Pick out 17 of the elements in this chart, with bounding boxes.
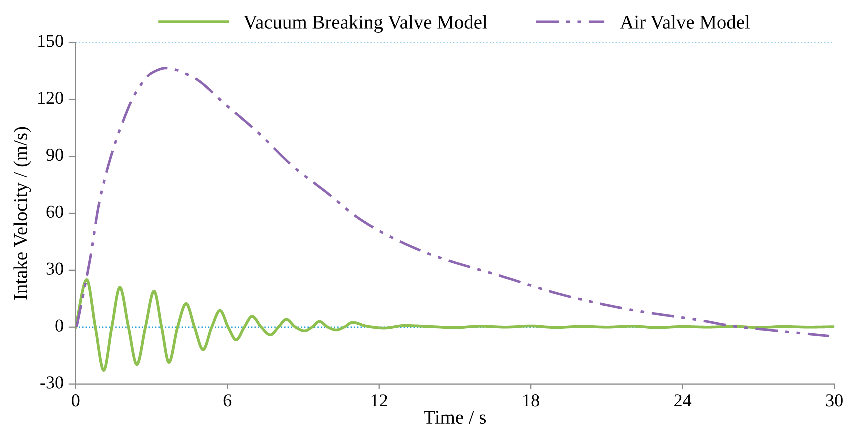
x-axis-title: Time / s: [424, 411, 486, 424]
x-tick-label: 6: [224, 394, 232, 407]
x-tick-label: 30: [826, 394, 843, 407]
y-tick-label: 150: [38, 35, 64, 48]
x-tick-label: 18: [524, 394, 540, 407]
y-tick-label: 0: [56, 320, 64, 332]
y-tick-label: 90: [46, 148, 64, 162]
y-tick-label: 60: [46, 206, 64, 218]
x-tick-label: 12: [372, 394, 388, 407]
legend-label: Air Valve Model: [620, 15, 750, 30]
x-tick-label: 0: [72, 394, 80, 407]
y-tick-label: 120: [38, 92, 64, 104]
y-axis-title: Intake Velocity / (m/s): [14, 127, 32, 300]
y-tick-label: -30: [40, 376, 64, 389]
y-tick-label: 30: [46, 262, 64, 275]
legend-label: Vacuum Breaking Valve Model: [244, 15, 488, 33]
x-tick-label: 24: [674, 394, 692, 407]
